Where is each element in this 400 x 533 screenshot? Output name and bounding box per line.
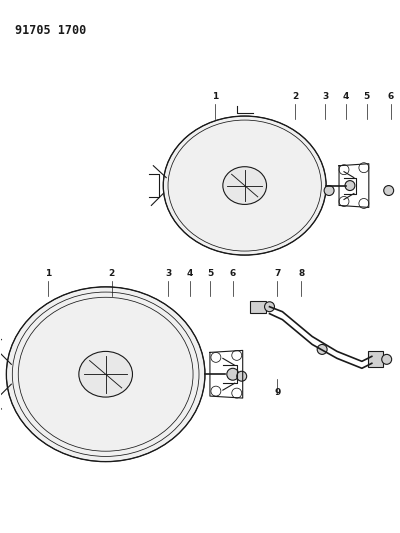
Text: 5: 5 [207, 269, 213, 278]
Circle shape [317, 344, 327, 354]
Text: 91705 1700: 91705 1700 [15, 23, 86, 37]
Text: 1: 1 [212, 92, 218, 101]
Circle shape [382, 354, 392, 365]
Text: 3: 3 [322, 92, 328, 101]
Text: 5: 5 [364, 92, 370, 101]
Ellipse shape [163, 116, 326, 255]
Circle shape [384, 185, 394, 196]
Text: 6: 6 [388, 92, 394, 101]
Text: 8: 8 [298, 269, 304, 278]
Circle shape [345, 181, 355, 190]
Text: 9: 9 [274, 388, 281, 397]
Text: 7: 7 [274, 269, 281, 278]
Circle shape [227, 368, 239, 380]
Text: 4: 4 [187, 269, 193, 278]
Circle shape [237, 372, 247, 381]
Bar [250, 301, 266, 313]
Text: 2: 2 [292, 92, 298, 101]
Text: 3: 3 [165, 269, 171, 278]
Ellipse shape [6, 287, 205, 462]
Ellipse shape [79, 351, 132, 397]
Circle shape [264, 302, 274, 312]
Text: 6: 6 [230, 269, 236, 278]
Ellipse shape [223, 167, 266, 205]
Text: 1: 1 [45, 269, 51, 278]
Bar [368, 351, 383, 367]
Text: 4: 4 [343, 92, 349, 101]
Text: 2: 2 [108, 269, 115, 278]
Circle shape [324, 185, 334, 196]
